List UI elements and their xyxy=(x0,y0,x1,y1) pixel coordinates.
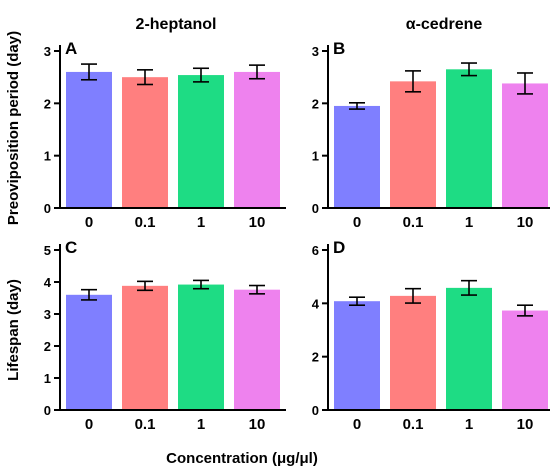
error-bar-d-2 xyxy=(461,279,477,296)
error-bar-c-1 xyxy=(137,280,153,292)
panel-b: 0 1 2 3 0 0.1 1 10 Bα-cedrene xyxy=(312,16,550,231)
x-tick-label: 0 xyxy=(353,214,361,231)
error-bar-d-0 xyxy=(349,296,365,307)
bar-c-3 xyxy=(234,289,280,410)
bar-c-0 xyxy=(66,294,112,410)
y-tick-label: 2 xyxy=(312,350,319,365)
y-tick-label: 0 xyxy=(44,403,51,418)
y-tick-label: 4 xyxy=(312,296,320,311)
error-bar-b-3 xyxy=(517,72,533,95)
shared-y-label-top: Preoviposition period (day) xyxy=(5,31,22,225)
x-tick-label: 0.1 xyxy=(403,416,424,433)
x-tick-label: 0 xyxy=(85,416,93,433)
error-bar-a-2 xyxy=(193,67,209,83)
panel-a: 0 1 2 3 0 0.1 1 10 A 2-heptanol xyxy=(44,16,286,231)
x-tick-label: 1 xyxy=(197,214,205,231)
y-tick-label: 2 xyxy=(312,96,319,111)
error-bar-c-2 xyxy=(193,279,209,290)
error-bar-d-1 xyxy=(405,287,421,304)
y-tick-label: 1 xyxy=(44,149,51,164)
x-tick-label: 10 xyxy=(517,214,534,231)
panel-c: 0 1 2 3 4 5 0 0.1 1 10 C xyxy=(44,238,286,433)
bar-a-1 xyxy=(122,77,168,209)
shared-y-label-bottom: Lifespan (day) xyxy=(5,279,22,381)
bar-d-1 xyxy=(390,295,436,410)
y-tick-label: 3 xyxy=(312,44,319,59)
bar-d-3 xyxy=(502,310,548,410)
x-tick-label: 0 xyxy=(85,214,93,231)
x-tick-label: 0 xyxy=(353,416,361,433)
error-bar-b-0 xyxy=(349,102,365,110)
panel-letter: A xyxy=(65,39,77,58)
panel-letter: C xyxy=(65,238,77,257)
y-tick-label: 3 xyxy=(44,307,51,322)
bar-b-0 xyxy=(334,105,380,208)
panel-letter: D xyxy=(333,238,345,257)
error-bar-b-1 xyxy=(405,70,421,93)
bar-d-2 xyxy=(446,287,492,410)
bar-a-2 xyxy=(178,75,224,208)
x-tick-label: 1 xyxy=(465,416,473,433)
y-tick-label: 2 xyxy=(44,339,51,354)
y-tick-label: 2 xyxy=(44,96,51,111)
bar-c-1 xyxy=(122,285,168,410)
y-tick-label: 3 xyxy=(44,44,51,59)
x-tick-label: 10 xyxy=(249,416,266,433)
y-tick-label: 4 xyxy=(44,275,52,290)
y-tick-label: 1 xyxy=(44,371,51,386)
shared-x-label: Concentration (μg/μl) xyxy=(166,450,318,467)
error-bar-a-3 xyxy=(249,64,265,80)
panel-d: 0 2 4 6 0 0.1 1 10 D xyxy=(312,238,550,433)
y-tick-label: 5 xyxy=(44,243,51,258)
x-tick-label: 0.1 xyxy=(135,214,156,231)
x-tick-label: 10 xyxy=(517,416,534,433)
panel-title: 2-heptanol xyxy=(136,16,217,33)
panel-title: α-cedrene xyxy=(406,16,483,33)
bar-d-0 xyxy=(334,301,380,410)
y-tick-label: 1 xyxy=(312,149,319,164)
y-tick-label: 0 xyxy=(44,201,51,216)
error-bar-c-3 xyxy=(249,284,265,295)
error-bar-b-2 xyxy=(461,62,477,77)
bar-c-2 xyxy=(178,284,224,410)
x-tick-label: 0.1 xyxy=(403,214,424,231)
y-tick-label: 0 xyxy=(312,201,319,216)
error-bar-c-0 xyxy=(81,288,97,301)
bar-b-3 xyxy=(502,83,548,208)
error-bar-d-3 xyxy=(517,304,533,317)
x-tick-label: 1 xyxy=(465,214,473,231)
x-tick-label: 0.1 xyxy=(135,416,156,433)
bar-b-2 xyxy=(446,69,492,208)
panel-letter: B xyxy=(333,39,345,58)
x-tick-label: 10 xyxy=(249,214,266,231)
y-tick-label: 6 xyxy=(312,243,319,258)
error-bar-a-1 xyxy=(137,69,153,86)
error-bar-a-0 xyxy=(81,63,97,81)
bar-a-3 xyxy=(234,71,280,208)
bar-a-0 xyxy=(66,71,112,208)
y-tick-label: 0 xyxy=(312,403,319,418)
x-tick-label: 1 xyxy=(197,416,205,433)
bar-b-1 xyxy=(390,81,436,208)
